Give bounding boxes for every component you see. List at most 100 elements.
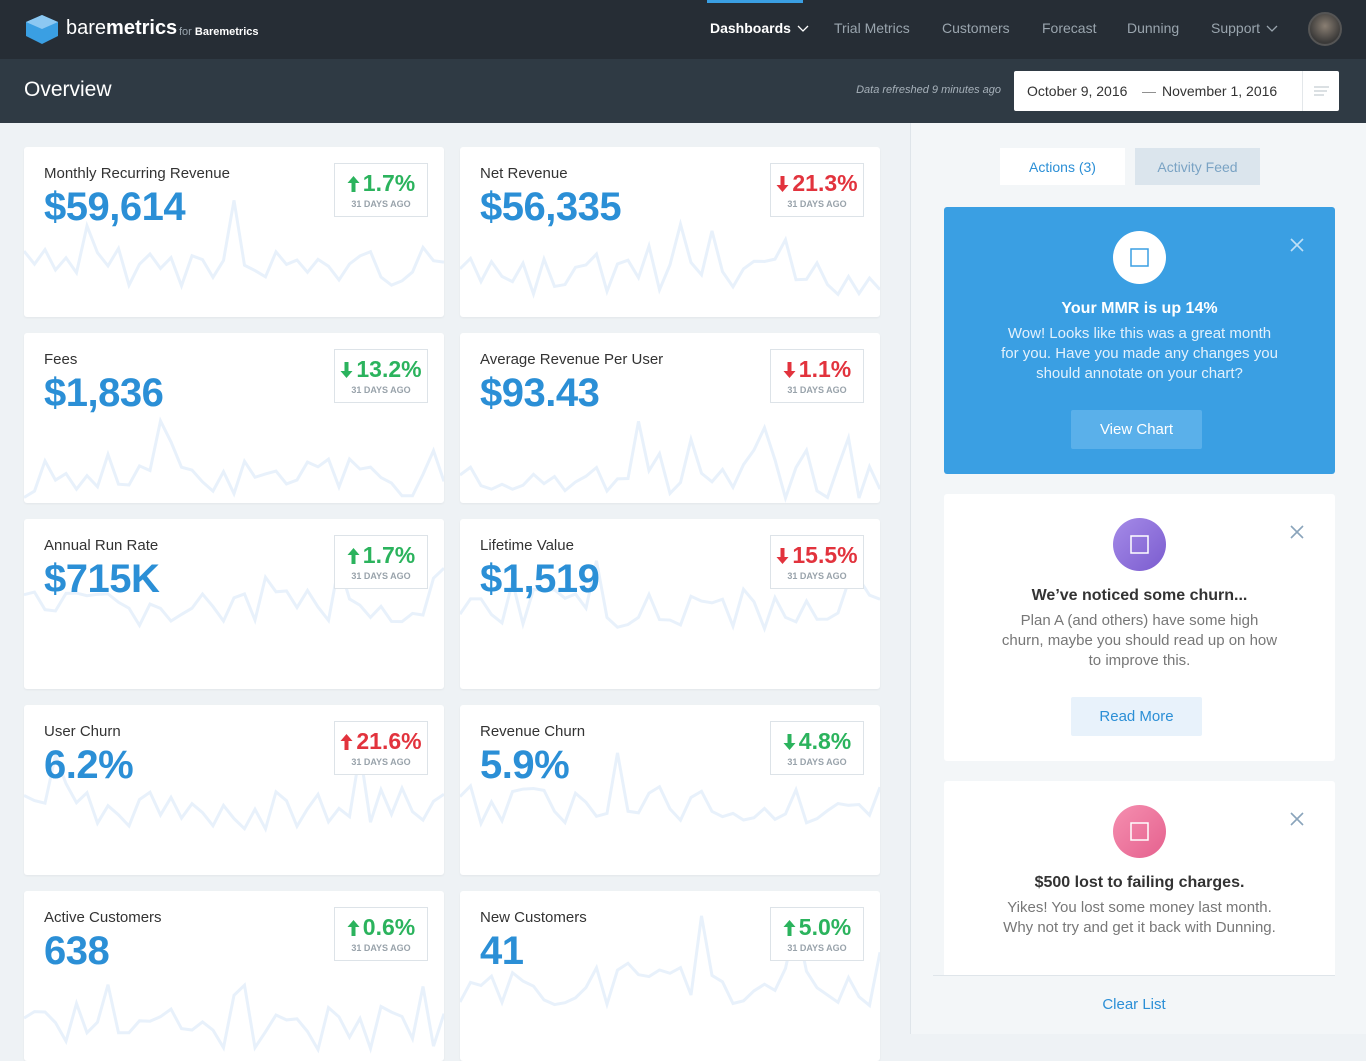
- caret-line: [797, 25, 809, 32]
- clear-list[interactable]: Clear List: [933, 975, 1335, 1034]
- caret: [797, 25, 809, 32]
- action-card: $500 lost to failing charges. Yikes! You …: [944, 781, 1335, 975]
- sparkline: [24, 563, 444, 629]
- card-body: Plan A (and others) have some high churn…: [1001, 612, 1278, 669]
- arrow: [340, 733, 353, 750]
- change: 21.6%: [335, 728, 427, 755]
- change-value: 1.7%: [362, 170, 416, 196]
- period: 31 DAYS AGO: [787, 943, 847, 953]
- period: 31 DAYS AGO: [351, 571, 411, 581]
- card-body: Yikes! You lost some money last month. W…: [1003, 899, 1276, 936]
- arrow-shape: [776, 175, 789, 192]
- change-badge: 4.8% 31 DAYS AGO: [770, 721, 864, 775]
- change-badge: 21.3% 31 DAYS AGO: [770, 163, 864, 217]
- sparkline-bg: [460, 560, 880, 633]
- icon: [1113, 518, 1166, 571]
- arrow-shape: [340, 361, 353, 378]
- sidebar: Actions (3) Activity Feed Your MMR is up…: [910, 123, 1366, 1034]
- avatar[interactable]: [1308, 12, 1342, 46]
- metric-card[interactable]: Active Customers 638 0.6% 31 DAYS AGO: [24, 891, 444, 1061]
- metric-card[interactable]: Fees $1,836 13.2% 31 DAYS AGO: [24, 333, 444, 503]
- metric-card[interactable]: Net Revenue $56,335 21.3% 31 DAYS AGO: [460, 147, 880, 317]
- metric-label: User Churn: [44, 723, 121, 740]
- refreshed-note: Data refreshed 9 minutes ago: [856, 84, 1001, 96]
- metric-value: 6.2%: [44, 743, 134, 787]
- metric-card[interactable]: Monthly Recurring Revenue $59,614 1.7% 31 D…: [24, 147, 444, 317]
- close[interactable]: [1289, 811, 1305, 827]
- icon-shape: [1130, 535, 1149, 554]
- sparkline: [460, 752, 880, 828]
- metric-label: New Customers: [480, 909, 587, 926]
- sparkline-bg: [24, 563, 444, 629]
- change: 1.7%: [335, 170, 427, 197]
- metric-card[interactable]: New Customers 41 5.0% 31 DAYS AGO: [460, 891, 880, 1061]
- tab[interactable]: Activity Feed: [1135, 148, 1260, 185]
- icon-glyph: [1130, 535, 1149, 554]
- metric-label: Fees: [44, 351, 78, 368]
- metric-card[interactable]: Lifetime Value $1,519 15.5% 31 DAYS AGO: [460, 519, 880, 689]
- action-cards: Your MMR is up 14% Wow! Looks like this w…: [944, 207, 1335, 975]
- change-badge: 15.5% 31 DAYS AGO: [770, 535, 864, 589]
- change: 15.5%: [771, 542, 863, 569]
- change-badge: 13.2% 31 DAYS AGO: [334, 349, 428, 403]
- metric-value: $1,519: [480, 557, 600, 601]
- metric-value: $56,335: [480, 185, 622, 229]
- sparkline: [24, 416, 444, 499]
- close[interactable]: [1289, 524, 1305, 540]
- sparkline-bg: [460, 752, 880, 828]
- tab[interactable]: Actions (3): [1000, 148, 1125, 185]
- nav-item[interactable]: Customers: [942, 20, 1010, 36]
- period: 31 DAYS AGO: [351, 199, 411, 209]
- change-value: 1.7%: [362, 542, 416, 568]
- metric-card[interactable]: User Churn 6.2% 21.6% 31 DAYS AGO: [24, 705, 444, 875]
- card-title: $500 lost to failing charges.: [1034, 874, 1245, 891]
- metric-card[interactable]: Average Revenue Per User $93.43 1.1% 31 DAY…: [460, 333, 880, 503]
- date-from: October 9, 2016: [1027, 83, 1128, 99]
- change: 1.7%: [335, 542, 427, 569]
- metric-card[interactable]: Revenue Churn 5.9% 4.8% 31 DAYS AGO: [460, 705, 880, 875]
- sparkline-bg: [460, 915, 880, 1010]
- metric-value: 5.9%: [480, 743, 570, 787]
- arrow-shape: [783, 733, 796, 750]
- metric-card[interactable]: Annual Run Rate $715K 1.7% 31 DAYS AGO: [24, 519, 444, 689]
- nav-item[interactable]: Dashboards: [710, 20, 809, 36]
- icon: [1113, 805, 1166, 858]
- arrow-shape: [347, 175, 360, 192]
- caret-line: [1266, 25, 1278, 32]
- nav-item[interactable]: Trial Metrics: [834, 20, 910, 36]
- period: 31 DAYS AGO: [787, 199, 847, 209]
- period: 31 DAYS AGO: [351, 385, 411, 395]
- action-card: We’ve noticed some churn... Plan A (and o…: [944, 494, 1335, 761]
- metric-value: $59,614: [44, 185, 186, 229]
- arrow: [347, 919, 360, 936]
- brand[interactable]: baremetrics: [66, 17, 177, 40]
- period: 31 DAYS AGO: [787, 385, 847, 395]
- arrow-shape: [347, 919, 360, 936]
- close[interactable]: [1289, 237, 1305, 253]
- top-nav: baremetrics for Baremetrics Dashboards Tr…: [0, 0, 1366, 59]
- caret: [1266, 25, 1278, 32]
- nav-item[interactable]: Support: [1211, 20, 1278, 36]
- metric-value: $715K: [44, 557, 160, 601]
- metric-label: Active Customers: [44, 909, 162, 926]
- nav-item[interactable]: Forecast: [1042, 20, 1097, 36]
- date-menu[interactable]: [1302, 71, 1339, 111]
- change-value: 21.3%: [792, 170, 858, 196]
- date-to: November 1, 2016: [1162, 83, 1278, 99]
- card-button[interactable]: View Chart: [1071, 410, 1202, 449]
- date-range[interactable]: October 9, 2016 — November 1, 2016: [1014, 71, 1339, 111]
- arrow: [340, 361, 353, 378]
- period: 31 DAYS AGO: [351, 757, 411, 767]
- card-button[interactable]: Read More: [1071, 697, 1202, 736]
- nav-item[interactable]: Dunning: [1127, 20, 1180, 36]
- brand-light: bare: [66, 17, 107, 39]
- close-shape: [1290, 812, 1304, 826]
- metric-label: Annual Run Rate: [44, 537, 159, 554]
- change-value: 15.5%: [792, 542, 858, 568]
- icon-shape: [1130, 822, 1149, 841]
- arrow: [776, 175, 789, 192]
- close-shape: [1290, 525, 1304, 539]
- metric-label: Net Revenue: [480, 165, 568, 182]
- metric-value: 41: [480, 929, 524, 973]
